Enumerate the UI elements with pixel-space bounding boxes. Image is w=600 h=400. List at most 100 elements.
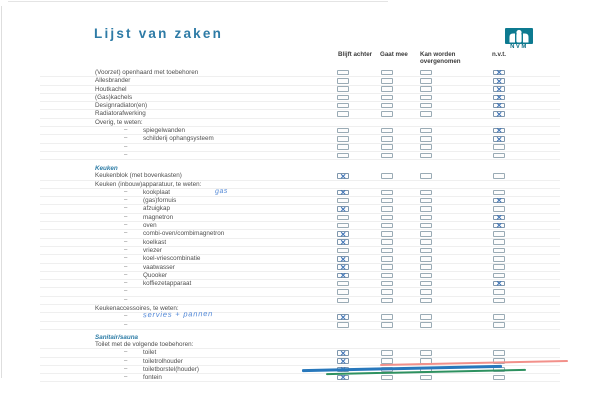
checkbox-blijft-achter-checked xyxy=(337,239,349,245)
checkbox-gaat-mee xyxy=(381,136,393,142)
table-row: Overig, te weten: xyxy=(40,118,560,128)
checkbox-nvt xyxy=(493,239,505,245)
checkbox-kan-worden-overgenomen xyxy=(420,152,432,159)
row-label: Radiatorafwerking xyxy=(95,110,146,118)
checkbox-blijft-achter xyxy=(337,289,349,295)
table-row: – servies + pannen xyxy=(40,309,560,322)
row-label: (gas)fornuis xyxy=(143,197,177,205)
table-row: – spiegelwanden xyxy=(40,127,560,136)
checkbox-gaat-mee xyxy=(381,127,393,134)
column-header-kan-worden-overgenomen: Kan worden overgenomen xyxy=(420,51,461,65)
table-row: Keuken (inbouw)apparatuur, te weten: xyxy=(40,181,560,189)
checkbox-gaat-mee xyxy=(381,69,393,76)
table-row: – kookplaat gas xyxy=(40,187,560,198)
row-label: oven xyxy=(143,222,157,230)
table-row: – koel-vriescombinatie xyxy=(40,255,560,264)
checkbox-nvt-checked xyxy=(493,111,505,117)
row-label: toiletborstel(houder) xyxy=(143,365,200,373)
checkbox-blijft-achter xyxy=(337,86,349,92)
checkbox-nvt xyxy=(493,189,505,196)
row-label: (Gas)kachels xyxy=(95,93,133,101)
checkbox-blijft-achter xyxy=(337,78,349,84)
items-table: (Voorzet) openhaard met toebehorenAllesb… xyxy=(40,69,560,383)
row-label: Toilet met de volgende toebehoren: xyxy=(95,340,194,348)
checkbox-kan-worden-overgenomen xyxy=(420,289,432,295)
checkbox-kan-worden-overgenomen xyxy=(420,350,432,356)
dash-bullet: – xyxy=(124,321,128,328)
table-row: Designradiator(en) xyxy=(40,102,560,111)
checkbox-nvt-checked xyxy=(493,103,505,109)
checkbox-blijft-achter xyxy=(337,322,349,328)
checkbox-nvt-checked xyxy=(493,197,505,204)
table-row: – magnetron xyxy=(40,214,560,223)
checkbox-nvt-checked xyxy=(493,94,505,101)
row-label: Houtkachel xyxy=(95,85,127,93)
table-row: – schilderij ophangsysteem xyxy=(40,135,560,144)
nvm-logo: NVM xyxy=(505,28,533,51)
checkbox-blijft-achter-checked xyxy=(337,314,349,320)
checkbox-kan-worden-overgenomen xyxy=(420,264,432,270)
checkbox-gaat-mee xyxy=(381,189,393,196)
row-label: schilderij ophangsysteem xyxy=(143,135,214,143)
dash-bullet: – xyxy=(124,296,128,303)
table-row: – koelkast xyxy=(40,239,560,247)
checkbox-kan-worden-overgenomen xyxy=(420,189,432,196)
checkbox-blijft-achter xyxy=(337,214,349,221)
checkbox-gaat-mee xyxy=(381,297,393,304)
row-label: Overig, te weten: xyxy=(95,118,143,126)
row-label: Keuken (inbouw)apparatuur, te weten: xyxy=(95,180,202,188)
checkbox-blijft-achter-checked xyxy=(337,264,349,270)
dash-bullet: – xyxy=(124,197,128,204)
checkbox-kan-worden-overgenomen xyxy=(420,69,432,76)
checkbox-gaat-mee xyxy=(381,222,393,229)
column-header-blijft-achter: Blijft achter xyxy=(338,51,373,58)
page-title: Lijst van zaken xyxy=(94,26,224,41)
checkbox-nvt xyxy=(493,206,505,212)
table-row: – Quooker xyxy=(40,272,560,281)
row-label: koffiezetapparaat xyxy=(143,280,192,288)
dash-bullet: – xyxy=(124,357,128,364)
row-label: koel-vriescombinatie xyxy=(143,255,201,263)
checkbox-nvt xyxy=(493,256,505,262)
checkbox-nvt xyxy=(493,322,505,328)
row-label: fontein xyxy=(143,374,162,382)
handwritten-annotation: gas xyxy=(214,187,229,196)
checkbox-nvt xyxy=(493,314,505,320)
table-row: – koffiezetapparaat xyxy=(40,280,560,289)
checkbox-nvt-checked xyxy=(493,86,505,92)
dash-bullet: – xyxy=(124,151,128,158)
checkbox-kan-worden-overgenomen xyxy=(420,144,432,150)
checkbox-kan-worden-overgenomen xyxy=(420,136,432,142)
checkbox-kan-worden-overgenomen xyxy=(420,280,432,287)
checkbox-kan-worden-overgenomen xyxy=(420,256,432,262)
checkbox-blijft-achter-checked xyxy=(337,173,349,179)
checkbox-kan-worden-overgenomen xyxy=(420,214,432,221)
checkbox-blijft-achter xyxy=(337,127,349,134)
row-label: spiegelwanden xyxy=(143,127,186,135)
dash-bullet: – xyxy=(124,246,128,253)
checkbox-gaat-mee xyxy=(381,264,393,270)
checkbox-blijft-achter-checked xyxy=(337,272,349,279)
table-row: – xyxy=(40,288,560,297)
checkbox-blijft-achter xyxy=(337,136,349,142)
table-row: – combi-oven/combimagnetron xyxy=(40,230,560,239)
checkbox-gaat-mee xyxy=(381,374,393,381)
checkbox-kan-worden-overgenomen xyxy=(420,314,432,320)
checkbox-nvt-checked xyxy=(493,127,505,134)
checkbox-nvt-checked xyxy=(493,78,505,84)
nvm-logo-icon xyxy=(505,28,533,44)
scan-edge-artifact xyxy=(8,1,388,2)
checkbox-gaat-mee xyxy=(381,239,393,245)
dash-bullet: – xyxy=(124,280,128,287)
checkbox-blijft-achter xyxy=(337,102,349,109)
column-header-gaat-mee: Gaat mee xyxy=(380,51,408,58)
checkbox-blijft-achter-checked xyxy=(337,189,349,196)
row-label: combi-oven/combimagnetron xyxy=(143,230,225,238)
checkbox-nvt xyxy=(493,144,505,150)
checkbox-nvt-checked xyxy=(493,280,505,287)
checkbox-gaat-mee xyxy=(381,272,393,279)
table-row: (Gas)kachels xyxy=(40,93,560,103)
checkbox-gaat-mee xyxy=(381,214,393,221)
checkbox-nvt xyxy=(493,264,505,270)
checkbox-nvt-checked xyxy=(493,69,505,76)
